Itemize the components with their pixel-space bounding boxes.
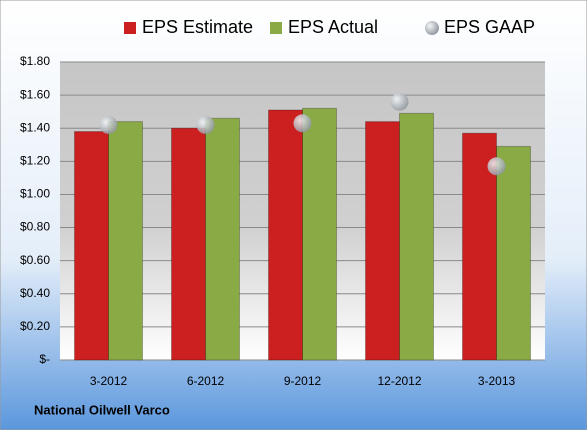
bar (171, 127, 206, 361)
legend-label: EPS Estimate (142, 17, 253, 37)
y-tick-label: $1.40 (20, 120, 50, 134)
legend-label: EPS Actual (288, 17, 378, 37)
bar (302, 107, 337, 361)
chart-title: National Oilwell Varco (34, 402, 170, 417)
y-tick-label: $1.00 (20, 187, 50, 201)
y-tick-label: $1.60 (20, 87, 50, 101)
y-tick-label: $0.80 (20, 220, 50, 234)
gaap-point (293, 114, 312, 133)
legend-swatch (124, 22, 136, 34)
x-tick-label: 3-2013 (478, 374, 516, 388)
bar (496, 145, 531, 361)
bar (365, 121, 400, 361)
y-tick-label: $0.20 (20, 319, 50, 333)
legend-swatch (270, 22, 282, 34)
y-tick-label: $- (39, 352, 50, 366)
y-tick-label: $0.40 (20, 286, 50, 300)
bar (205, 117, 240, 361)
bar (74, 131, 109, 361)
x-tick-label: 6-2012 (187, 374, 225, 388)
x-tick-label: 12-2012 (377, 374, 421, 388)
gaap-point (390, 92, 409, 111)
bar (268, 109, 303, 361)
y-tick-label: $1.80 (20, 54, 50, 68)
x-tick-label: 3-2012 (90, 374, 128, 388)
y-tick-label: $0.60 (20, 253, 50, 267)
bar (399, 112, 434, 361)
gaap-point (196, 115, 215, 134)
bar (108, 121, 143, 361)
gaap-point (487, 157, 506, 176)
legend-label: EPS GAAP (444, 17, 535, 37)
x-tick-label: 9-2012 (284, 374, 322, 388)
gaap-point (99, 115, 118, 134)
legend-swatch (425, 21, 439, 35)
y-tick-label: $1.20 (20, 154, 50, 168)
